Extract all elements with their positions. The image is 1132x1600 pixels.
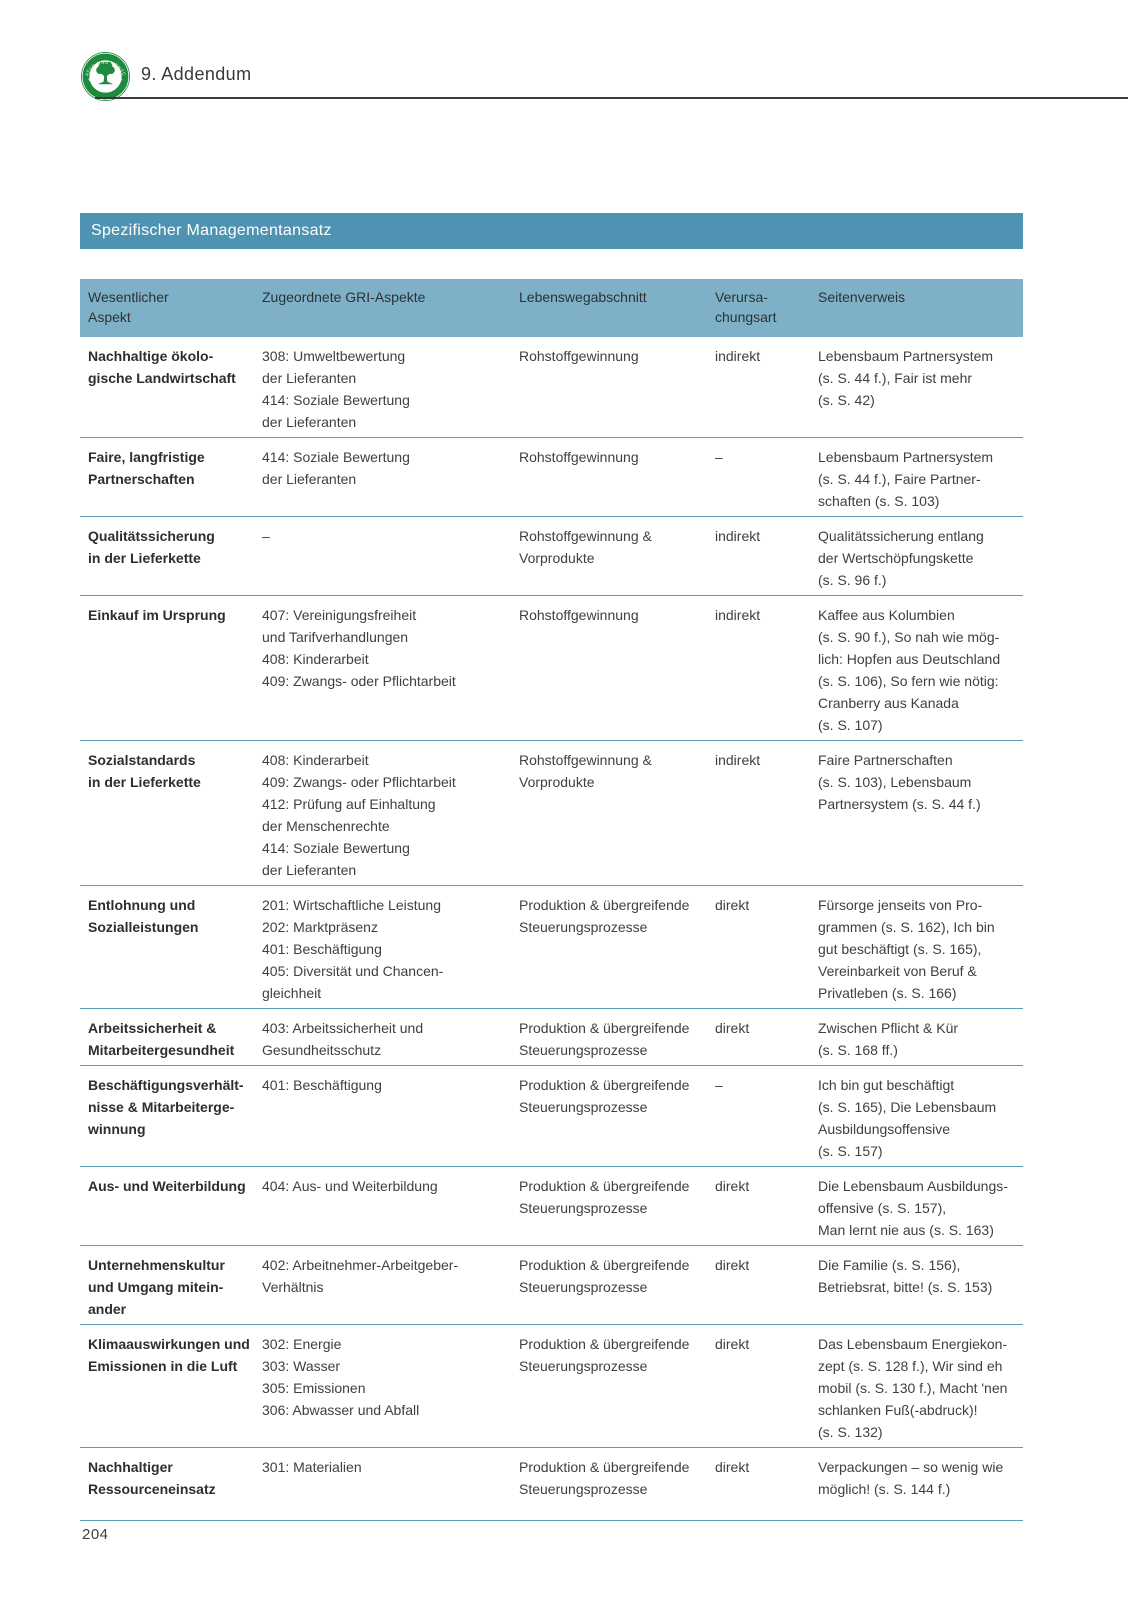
table-row: Nachhaltiger Ressourceneinsatz 301: Mate… — [80, 1448, 1023, 1521]
cell-wesentlicher-aspekt: Faire, langfristige Partnerschaften — [88, 449, 205, 487]
cell-verursachungsart: indirekt — [715, 528, 761, 544]
cell-verursachungsart: direkt — [715, 897, 750, 913]
cell-lebenswegabschnitt: Produktion & übergreifende Steuerungspro… — [519, 1178, 690, 1216]
table-row: Qualitätssicherung in der Lieferkette – … — [80, 517, 1023, 596]
column-header-lebenswegabschnitt: Lebenswegabschnitt — [519, 289, 647, 305]
cell-wesentlicher-aspekt: Entlohnung und Sozialleistungen — [88, 897, 199, 935]
cell-seitenverweis: Faire Partnerschaften (s. S. 103), Leben… — [818, 752, 981, 812]
cell-seitenverweis: Lebensbaum Partnersystem (s. S. 44 f.), … — [818, 348, 994, 408]
cell-wesentlicher-aspekt: Sozialstandards in der Lieferkette — [88, 752, 201, 790]
table-body: Nachhaltige ökolo- gische Landwirtschaft… — [80, 337, 1023, 1521]
cell-lebenswegabschnitt: Produktion & übergreifende Steuerungspro… — [519, 1257, 690, 1295]
cell-verursachungsart: direkt — [715, 1459, 750, 1475]
cell-gri-aspekte: 308: Umweltbewertung der Lieferanten 414… — [262, 348, 410, 430]
cell-seitenverweis: Die Familie (s. S. 156), Betriebsrat, bi… — [818, 1257, 993, 1295]
cell-lebenswegabschnitt: Produktion & übergreifende Steuerungspro… — [519, 897, 690, 935]
cell-seitenverweis: Ich bin gut beschäftigt (s. S. 165), Die… — [818, 1077, 997, 1159]
cell-wesentlicher-aspekt: Klimaauswirkungen und Emissionen in die … — [88, 1336, 250, 1374]
cell-verursachungsart: direkt — [715, 1257, 750, 1273]
table-row: Beschäftigungsverhält- nisse & Mitarbeit… — [80, 1066, 1023, 1167]
cell-verursachungsart: indirekt — [715, 607, 761, 623]
cell-gri-aspekte: 201: Wirtschaftliche Leistung 202: Markt… — [262, 897, 444, 1001]
cell-seitenverweis: Fürsorge jenseits von Pro- grammen (s. S… — [818, 897, 995, 1001]
table-row: Faire, langfristige Partnerschaften 414:… — [80, 438, 1023, 517]
cell-verursachungsart: direkt — [715, 1336, 750, 1352]
cell-wesentlicher-aspekt: Nachhaltige ökolo- gische Landwirtschaft — [88, 348, 236, 386]
header-rule — [95, 97, 1128, 99]
cell-wesentlicher-aspekt: Arbeitssicherheit & Mitarbeitergesundhei… — [88, 1020, 235, 1058]
page-number: 204 — [82, 1526, 109, 1543]
cell-gri-aspekte: 408: Kinderarbeit 409: Zwangs- oder Pfli… — [262, 752, 456, 878]
section-heading: 9. Addendum — [141, 64, 252, 84]
cell-gri-aspekte: 402: Arbeitnehmer-Arbeitgeber- Verhältni… — [262, 1257, 459, 1295]
table-row: Arbeitssicherheit & Mitarbeitergesundhei… — [80, 1009, 1023, 1066]
table-title-bar: Spezifischer Managementansatz — [80, 213, 1023, 249]
cell-gri-aspekte: 414: Soziale Bewertung der Lieferanten — [262, 449, 410, 487]
cell-gri-aspekte: 404: Aus- und Weiterbildung — [262, 1178, 438, 1194]
column-header-seitenverweis: Seitenverweis — [818, 289, 906, 305]
cell-verursachungsart: indirekt — [715, 348, 761, 364]
column-header-gri-aspekte: Zugeordnete GRI-Aspekte — [262, 289, 426, 305]
cell-wesentlicher-aspekt: Nachhaltiger Ressourceneinsatz — [88, 1459, 216, 1497]
cell-lebenswegabschnitt: Produktion & übergreifende Steuerungspro… — [519, 1336, 690, 1374]
cell-wesentlicher-aspekt: Einkauf im Ursprung — [88, 607, 226, 623]
management-approach-table: Wesentlicher Aspekt Zugeordnete GRI-Aspe… — [80, 279, 1023, 1521]
cell-seitenverweis: Qualitätssicherung entlang der Wertschöp… — [818, 528, 984, 588]
cell-verursachungsart: direkt — [715, 1178, 750, 1194]
cell-wesentlicher-aspekt: Beschäftigungsverhält- nisse & Mitarbeit… — [88, 1077, 244, 1137]
cell-seitenverweis: Kaffee aus Kolumbien (s. S. 90 f.), So n… — [818, 607, 1001, 733]
table-row: Unternehmenskultur und Umgang mitein- an… — [80, 1246, 1023, 1325]
cell-lebenswegabschnitt: Rohstoffgewinnung — [519, 607, 639, 623]
column-header-verursachungsart: Verursa- chungsart — [715, 289, 777, 325]
cell-verursachungsart: – — [715, 1077, 723, 1093]
cell-gri-aspekte: 403: Arbeitssicherheit und Gesundheitssc… — [262, 1020, 424, 1058]
cell-gri-aspekte: 301: Materialien — [262, 1459, 362, 1475]
cell-seitenverweis: Die Lebensbaum Ausbildungs- offensive (s… — [818, 1178, 1008, 1238]
table-row: Nachhaltige ökolo- gische Landwirtschaft… — [80, 337, 1023, 438]
table-row: Einkauf im Ursprung 407: Vereinigungsfre… — [80, 596, 1023, 741]
table-row: Aus- und Weiterbildung 404: Aus- und Wei… — [80, 1167, 1023, 1246]
cell-seitenverweis: Zwischen Pflicht & Kür (s. S. 168 ff.) — [818, 1020, 959, 1058]
cell-lebenswegabschnitt: Rohstoffgewinnung & Vorprodukte — [519, 528, 652, 566]
cell-lebenswegabschnitt: Rohstoffgewinnung — [519, 348, 639, 364]
cell-lebenswegabschnitt: Rohstoffgewinnung & Vorprodukte — [519, 752, 652, 790]
cell-seitenverweis: Verpackungen – so wenig wie möglich! (s.… — [818, 1459, 1004, 1497]
cell-lebenswegabschnitt: Produktion & übergreifende Steuerungspro… — [519, 1077, 690, 1115]
cell-verursachungsart: direkt — [715, 1020, 750, 1036]
cell-verursachungsart: indirekt — [715, 752, 761, 768]
cell-seitenverweis: Lebensbaum Partnersystem (s. S. 44 f.), … — [818, 449, 994, 509]
cell-verursachungsart: – — [715, 449, 723, 465]
cell-lebenswegabschnitt: Produktion & übergreifende Steuerungspro… — [519, 1459, 690, 1497]
table-row: Klimaauswirkungen und Emissionen in die … — [80, 1325, 1023, 1448]
cell-seitenverweis: Das Lebensbaum Energiekon- zept (s. S. 1… — [818, 1336, 1008, 1440]
tree-logo-icon: NATUR UND MENSCH LEBENSBAUM — [79, 48, 130, 101]
cell-lebenswegabschnitt: Rohstoffgewinnung — [519, 449, 639, 465]
cell-lebenswegabschnitt: Produktion & übergreifende Steuerungspro… — [519, 1020, 690, 1058]
cell-gri-aspekte: 302: Energie 303: Wasser 305: Emissionen… — [262, 1336, 420, 1418]
table-row: Entlohnung und Sozialleistungen 201: Wir… — [80, 886, 1023, 1009]
lebensbaum-logo: NATUR UND MENSCH LEBENSBAUM — [79, 48, 130, 101]
table-row: Sozialstandards in der Lieferkette 408: … — [80, 741, 1023, 886]
cell-gri-aspekte: 407: Vereinigungsfreiheit und Tarifverha… — [262, 607, 456, 689]
cell-wesentlicher-aspekt: Unternehmenskultur und Umgang mitein- an… — [88, 1257, 225, 1317]
cell-wesentlicher-aspekt: Qualitätssicherung in der Lieferkette — [88, 528, 215, 566]
cell-gri-aspekte: – — [262, 528, 270, 544]
column-header-wesentlicher-aspekt: Wesentlicher Aspekt — [88, 289, 169, 325]
table-header-row: Wesentlicher Aspekt Zugeordnete GRI-Aspe… — [80, 279, 1023, 337]
cell-gri-aspekte: 401: Beschäftigung — [262, 1077, 382, 1093]
cell-wesentlicher-aspekt: Aus- und Weiterbildung — [88, 1178, 246, 1194]
